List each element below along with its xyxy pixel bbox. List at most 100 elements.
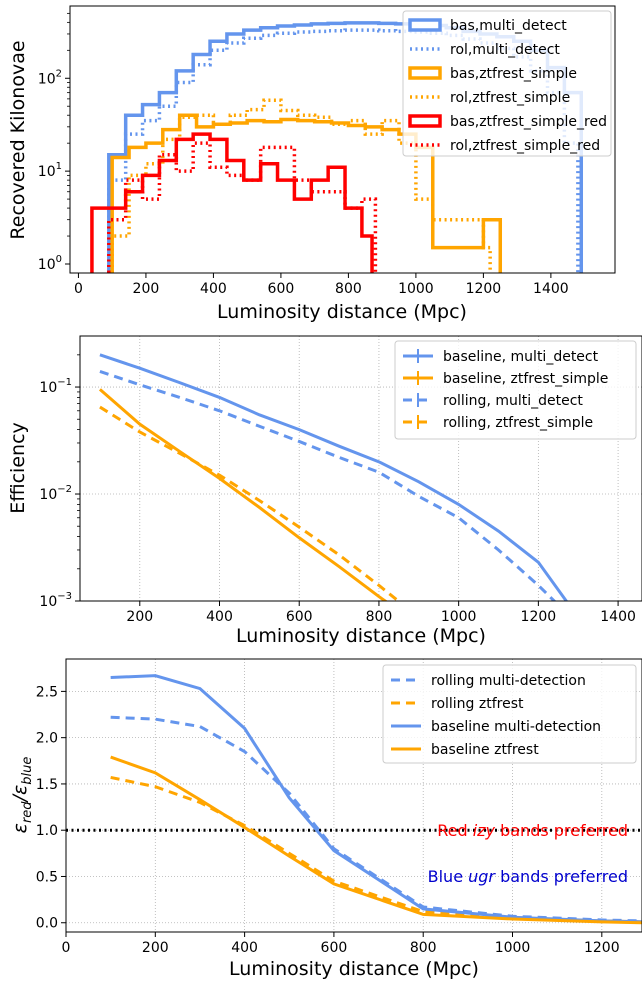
- legend: bas,multi_detect rol,multi_detect bas,ztfr…: [402, 10, 612, 157]
- legend-entry: bas,ztfrest_simple: [408, 66, 577, 82]
- y-axis-label: εred/εblue: [9, 757, 35, 834]
- blue-bands-annotation: Blue ugr bands preferred: [428, 867, 628, 886]
- y-tick-label: 0.5: [36, 869, 58, 885]
- legend-swatch: [408, 66, 442, 80]
- x-axis-label: Luminosity distance (Mpc): [229, 958, 479, 980]
- legend-entry: bas,multi_detect: [408, 18, 567, 34]
- x-tick-label: 0: [62, 940, 71, 956]
- legend-label: rol,ztfrest_simple: [450, 90, 570, 106]
- legend-entry: rolling ztfrest: [391, 696, 524, 712]
- y-tick-base: 10: [38, 164, 56, 180]
- axes-frame: [69, 5, 616, 274]
- x-tick-label: 1400: [600, 609, 636, 625]
- legend-label: baseline, ztfrest_simple: [443, 371, 608, 387]
- ratio-series-group: [66, 674, 642, 925]
- histogram-step-4: [90, 132, 374, 273]
- legend-entry: rol,multi_detect: [410, 42, 560, 58]
- legend-label: rol,multi_detect: [450, 42, 560, 58]
- x-tick-label: 600: [321, 940, 348, 956]
- x-tick-label: 800: [410, 940, 437, 956]
- y-tick-label: 10−2: [39, 484, 72, 503]
- legend-swatch: [408, 114, 442, 128]
- legend-frame: [402, 10, 612, 157]
- legend: rolling multi-detection rolling ztfrest ba…: [382, 664, 637, 764]
- y-label-sub-red: red: [20, 801, 35, 823]
- legend-entry: baseline ztfrest: [391, 742, 539, 758]
- y-axis-label: Recovered Kilonovae: [7, 40, 29, 239]
- y-axis-label: Efficiency: [7, 422, 29, 514]
- x-tick-label: 200: [133, 281, 160, 297]
- legend-frame: [394, 340, 637, 440]
- efficiency-series-group: [98, 353, 569, 601]
- x-tick-label: 1000: [441, 609, 477, 625]
- y-tick-exponent: −3: [57, 591, 72, 602]
- x-tick-label: 1000: [495, 940, 531, 956]
- legend-entry: bas,ztfrest_simple_red: [408, 114, 607, 130]
- ratio-line-3: [110, 755, 642, 925]
- x-tick-label: 400: [206, 609, 233, 625]
- legend-label: baseline multi-detection: [431, 719, 601, 735]
- y-tick-label: 10−1: [39, 377, 72, 396]
- legend-swatch: [408, 18, 442, 32]
- legend-entry: rol,ztfrest_simple: [410, 90, 570, 106]
- axes-frame: [65, 658, 642, 933]
- legend-label: rolling multi-detection: [431, 673, 586, 689]
- ratio-panel: 0 200 400 600 800 1000 1200 0.0 0.5 1.0 1.5 2.0 2.5…: [9, 658, 642, 980]
- x-tick-label: 1000: [398, 281, 434, 297]
- x-tick-label: 0: [74, 281, 83, 297]
- y-tick-exponent: −1: [57, 377, 72, 388]
- x-axis-label: Luminosity distance (Mpc): [217, 301, 467, 323]
- x-tick-label: 200: [126, 609, 153, 625]
- legend-label: rolling, ztfrest_simple: [443, 415, 593, 431]
- y-label-epsilon: ε: [9, 823, 31, 833]
- annotation-prefix: Red: [437, 821, 472, 840]
- x-tick-label: 600: [286, 609, 313, 625]
- annotation-bands: izy: [473, 821, 496, 840]
- y-tick-base: 10: [39, 380, 57, 396]
- y-tick-label: 1.0: [36, 823, 58, 839]
- histogram-step-5: [107, 141, 378, 273]
- y-tick-label: 0.0: [36, 916, 58, 932]
- y-tick-label: 2.5: [36, 684, 58, 700]
- legend-label: bas,ztfrest_simple_red: [450, 114, 607, 130]
- x-tick-label: 200: [142, 940, 169, 956]
- x-tick-label: 1200: [584, 940, 620, 956]
- y-tick-label: 1.5: [36, 777, 58, 793]
- x-tick-label: 400: [200, 281, 227, 297]
- efficiency-line-0: [99, 353, 569, 601]
- y-tick-exponent: 2: [56, 68, 62, 79]
- histogram-step-1: [107, 28, 580, 273]
- y-label-sub-blue: blue: [20, 757, 35, 785]
- legend-entry: rolling, ztfrest_simple: [403, 415, 593, 431]
- legend-label: baseline ztfrest: [431, 742, 539, 758]
- x-tick-label: 400: [231, 940, 258, 956]
- annotation-suffix: bands preferred: [495, 821, 628, 840]
- x-tick-label: 800: [335, 281, 362, 297]
- ratio-line-1: [110, 775, 642, 924]
- y-tick-base: 10: [38, 257, 56, 273]
- x-tick-label: 1200: [521, 609, 557, 625]
- legend-label: rolling ztfrest: [431, 696, 524, 712]
- legend-entry: baseline, multi_detect: [403, 349, 599, 365]
- x-tick-label: 1200: [466, 281, 502, 297]
- legend-entry: baseline, ztfrest_simple: [403, 371, 608, 387]
- x-tick-label: 1400: [533, 281, 569, 297]
- legend-label: rolling, multi_detect: [443, 393, 583, 409]
- y-tick-exponent: 1: [56, 161, 62, 172]
- efficiency-line-3: [99, 405, 401, 601]
- legend-entry: rolling multi-detection: [391, 673, 586, 689]
- legend-label: baseline, multi_detect: [443, 349, 599, 365]
- legend: baseline, multi_detect baseline, ztfrest_…: [394, 340, 637, 440]
- legend-frame: [382, 664, 637, 764]
- legend-entry: baseline multi-detection: [391, 719, 601, 735]
- x-axis-label: Luminosity distance (Mpc): [236, 625, 486, 647]
- annotation-suffix: bands preferred: [495, 867, 628, 886]
- y-tick-base: 10: [39, 594, 57, 610]
- legend-label: rol,ztfrest_simple_red: [450, 138, 600, 154]
- y-tick-exponent: 0: [56, 254, 62, 265]
- y-tick-label: 102: [38, 68, 62, 87]
- annotation-bands: ugr: [468, 867, 496, 886]
- y-tick-label: 101: [38, 161, 62, 180]
- y-label-slash-epsilon: /ε: [9, 785, 31, 804]
